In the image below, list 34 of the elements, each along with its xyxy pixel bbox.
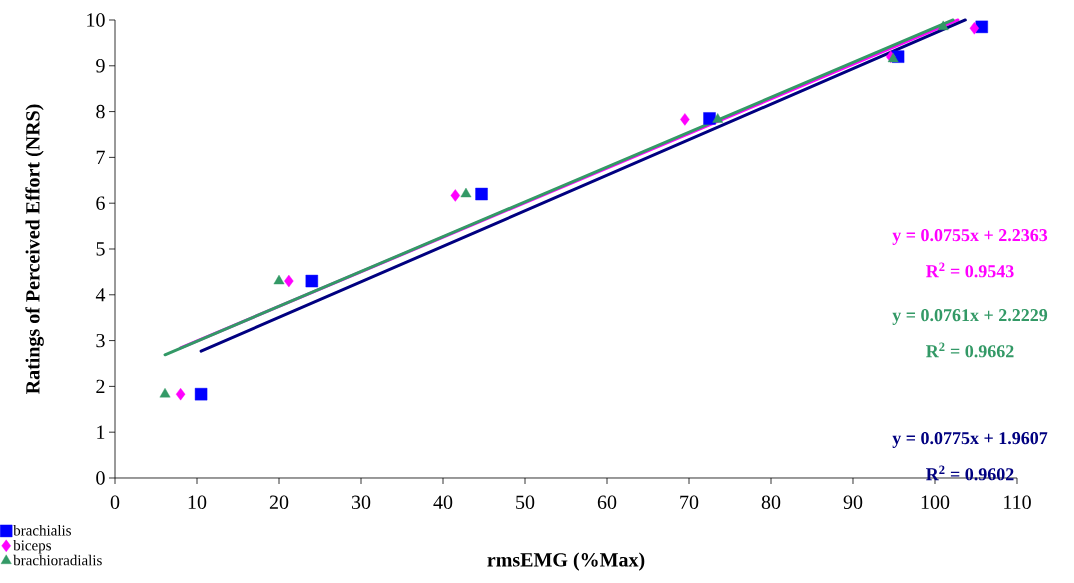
legend-label: biceps	[13, 539, 51, 554]
y-axis-title: Ratings of Perceived Effort (NRS)	[25, 104, 44, 394]
annotation: R$^{2}$ = 0.9543	[926, 262, 1014, 278]
y-tick-label: 5	[96, 242, 105, 256]
x-tick-label: 40	[433, 495, 453, 510]
y-tick-label: 10	[87, 13, 105, 27]
y-tick-label: 2	[96, 379, 105, 394]
x-tick-label: 110	[1004, 495, 1031, 510]
x-tick-label: 100	[921, 495, 950, 510]
y-tick-label: 3	[96, 333, 105, 348]
legend-label: brachialis	[13, 525, 71, 536]
y-tick-label: 7	[96, 150, 105, 164]
y-tick-label: 9	[96, 59, 105, 73]
x-tick-label: 80	[761, 495, 781, 510]
annotation: y = 0.0775x + 1.9607	[892, 432, 1048, 448]
x-tick-label: 60	[597, 495, 617, 510]
x-axis-title: rmsEMG (%Max)	[487, 552, 645, 571]
y-tick-label: 4	[95, 288, 106, 302]
x-tick-label: 90	[843, 495, 863, 510]
x-tick-label: 30	[351, 495, 371, 510]
x-tick-label: 70	[680, 495, 699, 510]
x-tick-label: 10	[188, 495, 207, 510]
legend-label: brachioradialis	[13, 554, 102, 566]
x-tick-label: 50	[516, 495, 535, 510]
annotation: y = 0.0761x + 2.2229	[892, 309, 1048, 325]
annotation: y = 0.0755x + 2.2363	[892, 229, 1048, 245]
annotation: R$^{2}$ = 0.9602	[926, 465, 1014, 481]
y-tick-label: 8	[96, 104, 105, 119]
x-tick-label: 20	[269, 495, 289, 510]
y-tick-label: 0	[96, 471, 105, 485]
x-tick-label: 0	[110, 495, 120, 510]
y-tick-label: 6	[96, 196, 105, 210]
annotation: R$^{2}$ = 0.9662	[926, 342, 1014, 358]
y-tick-label: 1	[97, 425, 105, 439]
